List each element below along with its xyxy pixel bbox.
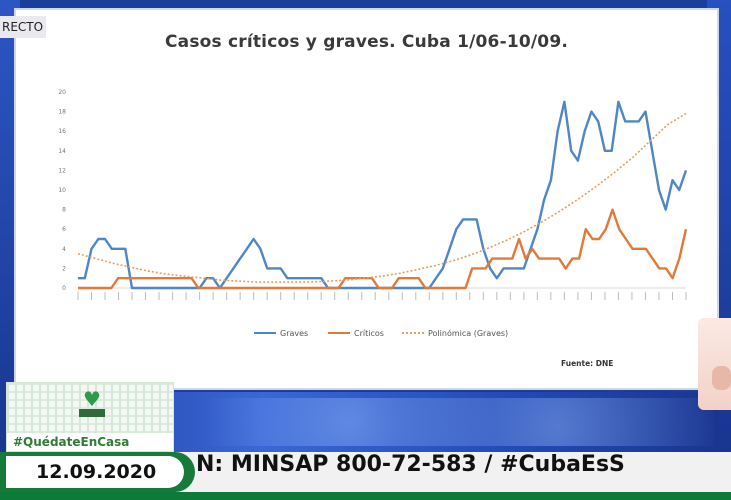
y-tick-label: 2 [62,265,66,272]
series-line-2 [78,208,688,290]
y-tick-label: 14 [58,148,66,155]
logo-pattern [7,383,173,433]
ticker-text: N: MINSAP 800-72-583 / #CubaEsS [196,452,625,477]
heart-icon: ♥ [83,387,101,411]
y-tick-label: 6 [62,226,66,233]
y-tick-label: 4 [62,246,66,253]
legend-label: Polinómica (Graves) [428,328,508,338]
bottom-bar [0,492,731,500]
y-tick-label: 10 [58,187,66,194]
y-tick-label: 18 [58,109,66,116]
hashtag-label: #QuédateEnCasa [7,433,173,451]
logo-badge [79,409,105,417]
y-tick-label: 16 [58,128,66,135]
y-tick-label: 20 [58,89,66,96]
y-tick-label: 8 [62,207,66,214]
legend-label: Críticos [354,329,384,338]
live-badge: RECTO [0,16,46,38]
series-line-3 [77,112,687,283]
chart-slide: Casos críticos y graves. Cuba 1/06-10/09… [14,8,719,390]
series-line-1 [78,100,688,290]
strip-decoration [194,398,714,446]
chart-source: Fuente: DNE [561,359,613,368]
chart-canvas: 0 2 4 6 8 10 12 14 16 18 20 Graves Críticos Polinómic… [58,89,688,368]
campaign-logo: ♥ #QuédateEnCasa [6,382,174,452]
y-tick-label: 12 [58,167,66,174]
date-label: 12.09.2020 [6,456,184,488]
interpreter-hand [712,366,731,390]
date-pill: 12.09.2020 [0,452,195,492]
y-tick-label: 0 [62,285,66,292]
sign-language-interpreter [698,318,731,410]
chart-title: Casos críticos y graves. Cuba 1/06-10/09… [164,32,569,52]
legend-label: Graves [280,329,308,338]
